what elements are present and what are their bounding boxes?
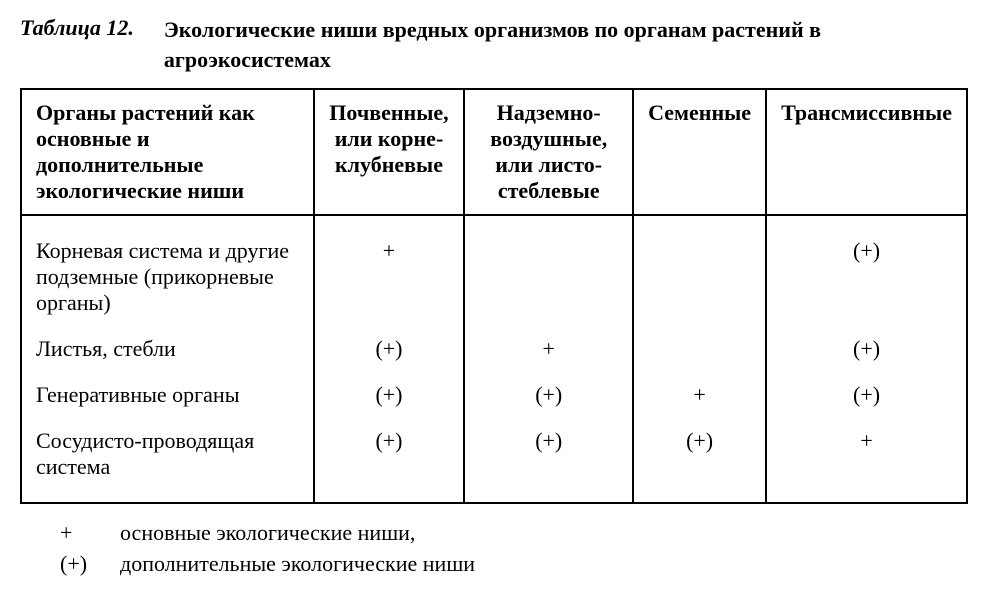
- caption-title: Экологические ниши вредных организмов по…: [164, 15, 968, 74]
- legend-row: + основные экологические ниши,: [60, 518, 968, 549]
- cell: (+): [464, 418, 633, 503]
- cell: [633, 326, 766, 372]
- cell: (+): [464, 372, 633, 418]
- main-table: Органы растений как основные и дополните…: [20, 88, 968, 504]
- col-header: Семенные: [633, 89, 766, 215]
- table-row: Генеративные органы (+) (+) + (+): [21, 372, 967, 418]
- row-label: Сосудисто-проводящая система: [21, 418, 314, 503]
- legend-text: дополнительные экологические ниши: [120, 549, 475, 580]
- cell: (+): [766, 215, 967, 326]
- legend: + основные экологические ниши, (+) допол…: [20, 518, 968, 580]
- col-header: Органы растений как основные и дополните…: [21, 89, 314, 215]
- col-header: Трансмиссивные: [766, 89, 967, 215]
- cell: (+): [314, 372, 465, 418]
- cell: (+): [633, 418, 766, 503]
- row-label: Генеративные органы: [21, 372, 314, 418]
- cell: (+): [314, 326, 465, 372]
- col-header: Надземно-воздушные, или листо-стеблевые: [464, 89, 633, 215]
- table-header-row: Органы растений как основные и дополните…: [21, 89, 967, 215]
- cell: (+): [766, 372, 967, 418]
- row-label: Корневая система и другие подземные (при…: [21, 215, 314, 326]
- table-row: Листья, стебли (+) + (+): [21, 326, 967, 372]
- cell: +: [766, 418, 967, 503]
- cell: [633, 215, 766, 326]
- col-header: Почвенные, или корне-клубневые: [314, 89, 465, 215]
- legend-symbol: +: [60, 518, 120, 549]
- cell: (+): [766, 326, 967, 372]
- cell: +: [464, 326, 633, 372]
- table-row: Сосудисто-проводящая система (+) (+) (+)…: [21, 418, 967, 503]
- legend-row: (+) дополнительные экологические ниши: [60, 549, 968, 580]
- table-caption: Таблица 12. Экологические ниши вредных о…: [20, 15, 968, 74]
- table-row: Корневая система и другие подземные (при…: [21, 215, 967, 326]
- cell: +: [633, 372, 766, 418]
- legend-symbol: (+): [60, 549, 120, 580]
- cell: +: [314, 215, 465, 326]
- cell: (+): [314, 418, 465, 503]
- legend-text: основные экологические ниши,: [120, 518, 415, 549]
- row-label: Листья, стебли: [21, 326, 314, 372]
- caption-label: Таблица 12.: [20, 15, 134, 41]
- cell: [464, 215, 633, 326]
